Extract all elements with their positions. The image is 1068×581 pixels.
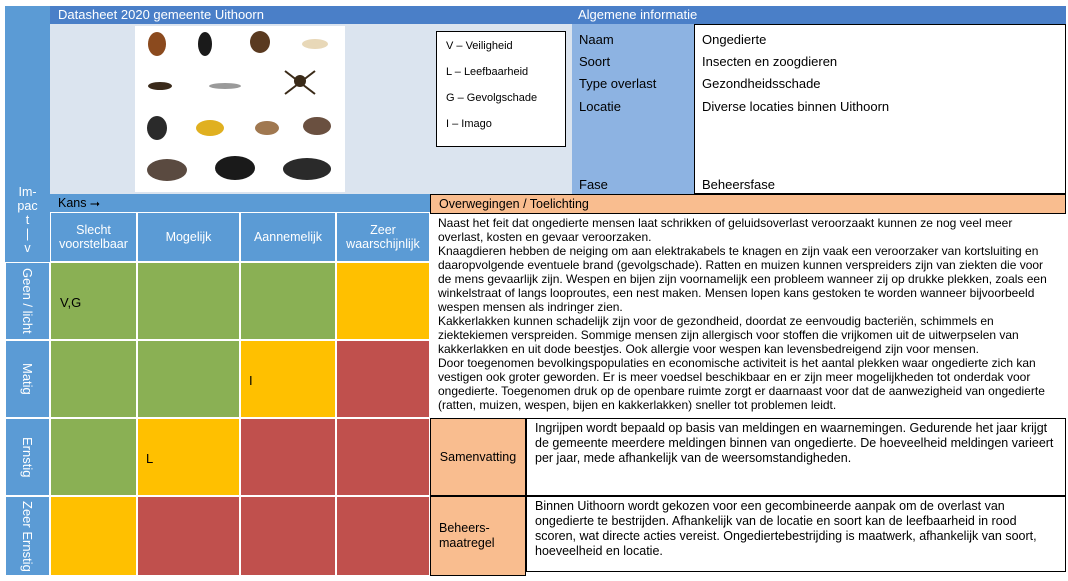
considerations-paragraph: Naast het feit dat ongedierte mensen laa… [438,216,1013,244]
summary-label: Samenvatting [439,450,517,464]
impact-label: Im- pac t | v [17,185,38,255]
summary-text: Ingrijpen wordt bepaald op basis van mel… [535,421,1054,465]
considerations-header: Overwegingen / Toelichting [430,194,1066,214]
legend-item: G – Gevolgschade [446,92,538,104]
measure-text-cell: Binnen Uithoorn wordt gekozen voor een g… [526,496,1066,572]
info-label: Soort [579,54,611,69]
summary-label-cell: Samenvatting [430,418,526,496]
risk-cell [336,496,430,576]
risk-cell [137,262,240,340]
risk-cell [336,262,430,340]
risk-cell [240,418,336,496]
datasheet-title: Datasheet 2020 gemeente Uithoorn [58,7,264,22]
fase-value: Beheersfase [702,177,775,192]
risk-cell [240,262,336,340]
info-label: Locatie [579,99,621,114]
fase-label: Fase [579,177,608,192]
risk-cell: V,G [50,262,137,340]
risk-cell [137,340,240,418]
legend-item: L – Leefbaarheid [446,66,529,78]
measure-text: Binnen Uithoorn wordt gekozen voor een g… [535,499,1037,558]
column-header: Mogelijk [137,212,240,262]
general-info-title-bar: Algemene informatie [572,6,1066,24]
pest-collage-icon [147,31,331,181]
info-value: Gezondheidsschade [702,76,821,91]
kans-label: Kans ⭢ [58,196,100,210]
top-strip [430,6,572,24]
risk-cell [50,418,137,496]
risk-cell [336,340,430,418]
considerations-paragraph: Knaagdieren hebben de neiging om aan ele… [438,244,1047,314]
risk-cell [50,340,137,418]
column-header: Slecht voorstelbaar [50,212,137,262]
info-value: Ongedierte [702,32,767,47]
row-label: Zeer Ernstig [5,496,50,576]
info-value: Diverse locaties binnen Uithoorn [702,99,890,114]
info-values-column [694,24,1066,194]
legend-item: I – Imago [446,118,492,130]
considerations-paragraph: Door toegenomen bevolkingspopulaties en … [438,356,1045,412]
risk-cell [336,418,430,496]
column-header: Zeer waarschijnlijk [336,212,430,262]
risk-cell: I [240,340,336,418]
info-label: Naam [579,32,614,47]
summary-text-cell: Ingrijpen wordt bepaald op basis van mel… [526,418,1066,496]
considerations-title: Overwegingen / Toelichting [439,197,589,211]
considerations-paragraph: Kakkerlakken kunnen schadelijk zijn voor… [438,314,1019,356]
general-info-title: Algemene informatie [578,7,698,22]
datasheet-title-bar: Datasheet 2020 gemeente Uithoorn [50,6,430,24]
legend-box: V – Veiligheid L – Leefbaarheid G – Gevo… [436,31,566,147]
column-header: Aannemelijk [240,212,336,262]
row-label: Geen / licht [5,262,50,340]
info-label: Type overlast [579,76,657,91]
measure-label-cell: Beheers- maatregel [430,496,526,576]
kans-header: Kans ⭢ [50,194,430,212]
measure-label: Beheers- maatregel [439,521,495,550]
considerations-text: Naast het feit dat ongedierte mensen laa… [430,214,1066,418]
risk-cell [50,496,137,576]
legend-item: V – Veiligheid [446,40,513,52]
risk-cell: L [137,418,240,496]
risk-cell [137,496,240,576]
pest-collage-image [135,26,345,192]
row-label: Matig [5,340,50,418]
risk-cell [240,496,336,576]
row-label: Ernstig [5,418,50,496]
info-labels-column [572,24,694,194]
info-value: Insecten en zoogdieren [702,54,838,69]
